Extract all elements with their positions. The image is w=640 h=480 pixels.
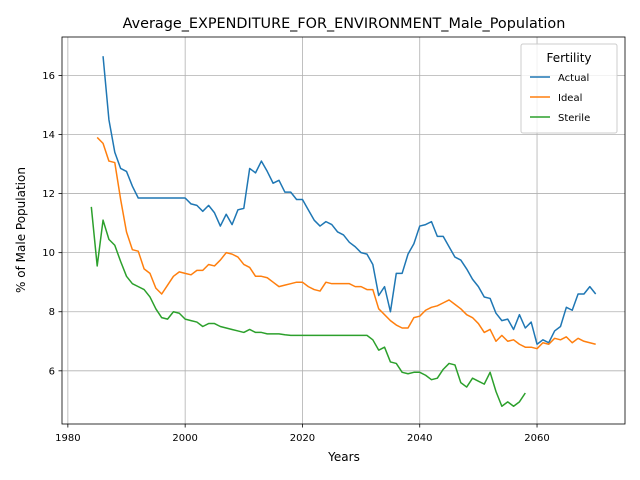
series-line-actual	[102, 56, 597, 345]
legend-label-actual: Actual	[558, 73, 589, 84]
y-tick-label: 12	[42, 189, 55, 200]
legend: Fertility Actual Ideal Sterile	[520, 43, 618, 134]
y-axis-label: % of Male Population	[14, 167, 28, 293]
legend-box	[520, 43, 618, 134]
series-line-sterile	[90, 206, 526, 408]
plot-frame	[61, 36, 626, 425]
y-tick-label: 8	[49, 307, 55, 318]
chart-title: Average_EXPENDITURE_FOR_ENVIRONMENT_Male…	[123, 16, 566, 32]
legend-label-ideal: Ideal	[558, 93, 582, 104]
series-line-ideal	[96, 136, 596, 350]
y-tick-label: 16	[42, 71, 55, 82]
x-tick-label: 2020	[290, 433, 315, 444]
legend-title: Fertility	[546, 51, 591, 65]
y-tick-label: 14	[42, 130, 55, 141]
y-tick-label: 6	[49, 366, 55, 377]
legend-label-sterile: Sterile	[558, 113, 590, 124]
y-axis-ticks: 6 8 10 12 14 16	[42, 71, 62, 377]
x-tick-label: 2000	[172, 433, 197, 444]
x-tick-label: 2060	[524, 433, 549, 444]
y-tick-label: 10	[42, 248, 55, 259]
x-axis-ticks: 1980 2000 2020 2040 2060	[55, 424, 550, 444]
x-tick-label: 1980	[55, 433, 80, 444]
x-tick-label: 2040	[407, 433, 432, 444]
series-lines	[90, 56, 597, 408]
x-axis-label: Years	[327, 450, 360, 464]
